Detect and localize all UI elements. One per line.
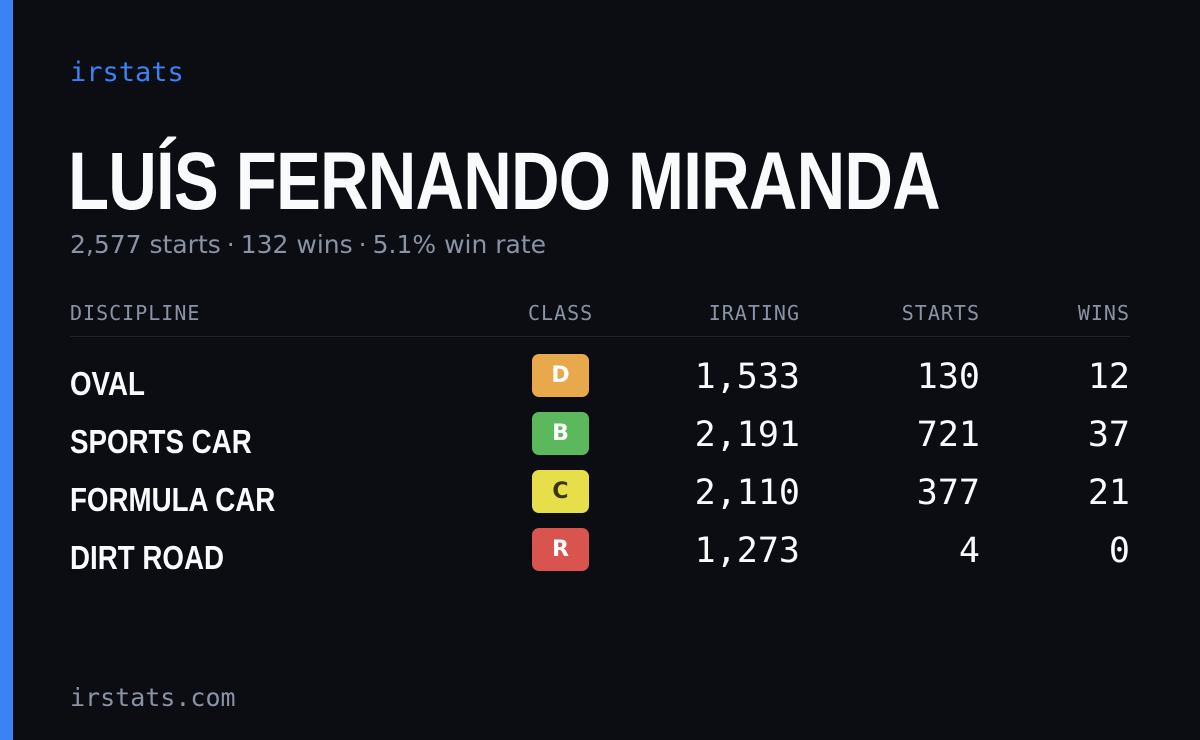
starts-value: 377 bbox=[916, 473, 980, 513]
discipline-name: DIRT ROAD bbox=[70, 539, 224, 576]
header-starts: STARTS bbox=[901, 301, 980, 325]
starts-value: 130 bbox=[916, 357, 980, 397]
table-row: SPORTS CAR B 2,191 721 37 bbox=[0, 412, 1200, 470]
footer-url: irstats.com bbox=[70, 683, 236, 712]
wins-value: 21 bbox=[1087, 473, 1130, 513]
table-row: FORMULA CAR C 2,110 377 21 bbox=[0, 470, 1200, 528]
starts-value: 4 bbox=[958, 531, 980, 571]
table-row: DIRT ROAD R 1,273 4 0 bbox=[0, 528, 1200, 586]
wins-value: 12 bbox=[1087, 357, 1130, 397]
discipline-name: FORMULA CAR bbox=[70, 481, 276, 518]
total-wins: 132 wins bbox=[240, 230, 353, 259]
career-summary: 2,577 starts · 132 wins · 5.1% win rate bbox=[70, 228, 546, 262]
header-irating: IRATING bbox=[708, 301, 800, 325]
summary-separator: · bbox=[358, 230, 367, 259]
class-badge: C bbox=[532, 470, 589, 513]
wins-value: 37 bbox=[1087, 415, 1130, 455]
discipline-name: SPORTS CAR bbox=[70, 423, 252, 460]
irating-value: 2,191 bbox=[694, 415, 800, 455]
header-class: CLASS bbox=[528, 301, 594, 325]
summary-separator: · bbox=[226, 230, 235, 259]
player-name: LUÍS FERNANDO MIRANDA bbox=[68, 136, 941, 227]
total-starts: 2,577 starts bbox=[70, 230, 221, 259]
header-discipline: DISCIPLINE bbox=[70, 301, 201, 325]
header-divider bbox=[70, 336, 1130, 337]
discipline-name: OVAL bbox=[70, 365, 145, 402]
class-badge: R bbox=[532, 528, 589, 571]
class-badge: D bbox=[532, 354, 589, 397]
class-badge: B bbox=[532, 412, 589, 455]
win-rate: 5.1% win rate bbox=[372, 230, 547, 259]
irating-value: 1,533 bbox=[694, 357, 800, 397]
irating-value: 1,273 bbox=[694, 531, 800, 571]
table-row: OVAL D 1,533 130 12 bbox=[0, 354, 1200, 412]
header-wins: WINS bbox=[1077, 301, 1130, 325]
irating-value: 2,110 bbox=[694, 473, 800, 513]
starts-value: 721 bbox=[916, 415, 980, 455]
accent-bar bbox=[0, 0, 13, 740]
wins-value: 0 bbox=[1108, 531, 1130, 571]
brand-logo: irstats bbox=[70, 57, 184, 88]
